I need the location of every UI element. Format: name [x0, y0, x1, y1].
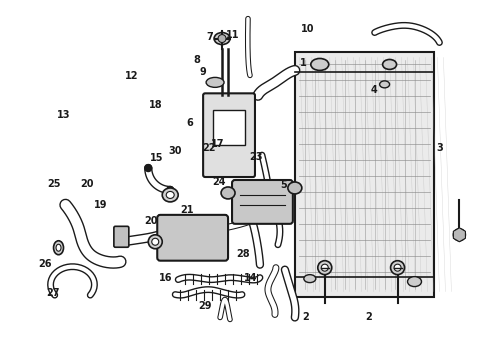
Ellipse shape — [162, 188, 178, 202]
Text: 29: 29 — [198, 301, 212, 311]
Ellipse shape — [56, 244, 61, 251]
Ellipse shape — [144, 165, 151, 171]
Text: 20: 20 — [144, 216, 157, 226]
Text: 2: 2 — [365, 312, 371, 322]
Ellipse shape — [53, 241, 63, 255]
Text: 26: 26 — [38, 259, 51, 269]
Text: 2: 2 — [302, 312, 308, 322]
Text: 21: 21 — [180, 206, 193, 216]
Bar — [294, 53, 433, 297]
Ellipse shape — [407, 276, 421, 287]
Ellipse shape — [390, 261, 404, 275]
Text: 3: 3 — [435, 143, 442, 153]
Text: 22: 22 — [202, 143, 216, 153]
Text: 20: 20 — [81, 179, 94, 189]
Ellipse shape — [151, 238, 159, 245]
Text: 1: 1 — [299, 58, 306, 68]
Ellipse shape — [148, 235, 162, 249]
Text: 27: 27 — [46, 288, 60, 298]
Ellipse shape — [317, 261, 331, 275]
Ellipse shape — [214, 32, 229, 45]
Text: 6: 6 — [186, 118, 193, 128]
Text: 18: 18 — [149, 100, 162, 110]
Text: 30: 30 — [168, 146, 182, 156]
Ellipse shape — [310, 58, 328, 71]
Ellipse shape — [382, 59, 396, 69]
Ellipse shape — [321, 264, 327, 271]
Text: 7: 7 — [205, 32, 212, 41]
Text: 12: 12 — [124, 71, 138, 81]
Ellipse shape — [205, 77, 224, 87]
Text: 4: 4 — [369, 85, 376, 95]
Text: 11: 11 — [225, 30, 239, 40]
Ellipse shape — [166, 192, 174, 198]
Text: 13: 13 — [57, 111, 71, 121]
Text: 9: 9 — [199, 67, 206, 77]
Text: 23: 23 — [248, 152, 262, 162]
Ellipse shape — [303, 275, 315, 283]
Text: 15: 15 — [150, 153, 163, 163]
Text: 28: 28 — [236, 248, 250, 258]
Text: 19: 19 — [94, 200, 107, 210]
Text: 17: 17 — [210, 139, 224, 149]
FancyBboxPatch shape — [203, 93, 254, 177]
FancyBboxPatch shape — [114, 226, 128, 247]
Ellipse shape — [218, 35, 225, 42]
Text: 16: 16 — [159, 273, 172, 283]
Ellipse shape — [379, 81, 389, 88]
Text: 24: 24 — [212, 177, 225, 187]
Text: 8: 8 — [193, 55, 200, 65]
Ellipse shape — [287, 182, 301, 194]
FancyBboxPatch shape — [157, 215, 227, 261]
Ellipse shape — [221, 187, 235, 199]
Ellipse shape — [452, 229, 465, 241]
Ellipse shape — [393, 264, 400, 271]
Text: 25: 25 — [47, 179, 61, 189]
FancyBboxPatch shape — [232, 180, 292, 224]
Bar — [213, 110, 244, 145]
Ellipse shape — [166, 186, 173, 193]
Text: 5: 5 — [280, 180, 286, 190]
Text: 14: 14 — [243, 273, 257, 283]
Text: 10: 10 — [301, 24, 314, 35]
